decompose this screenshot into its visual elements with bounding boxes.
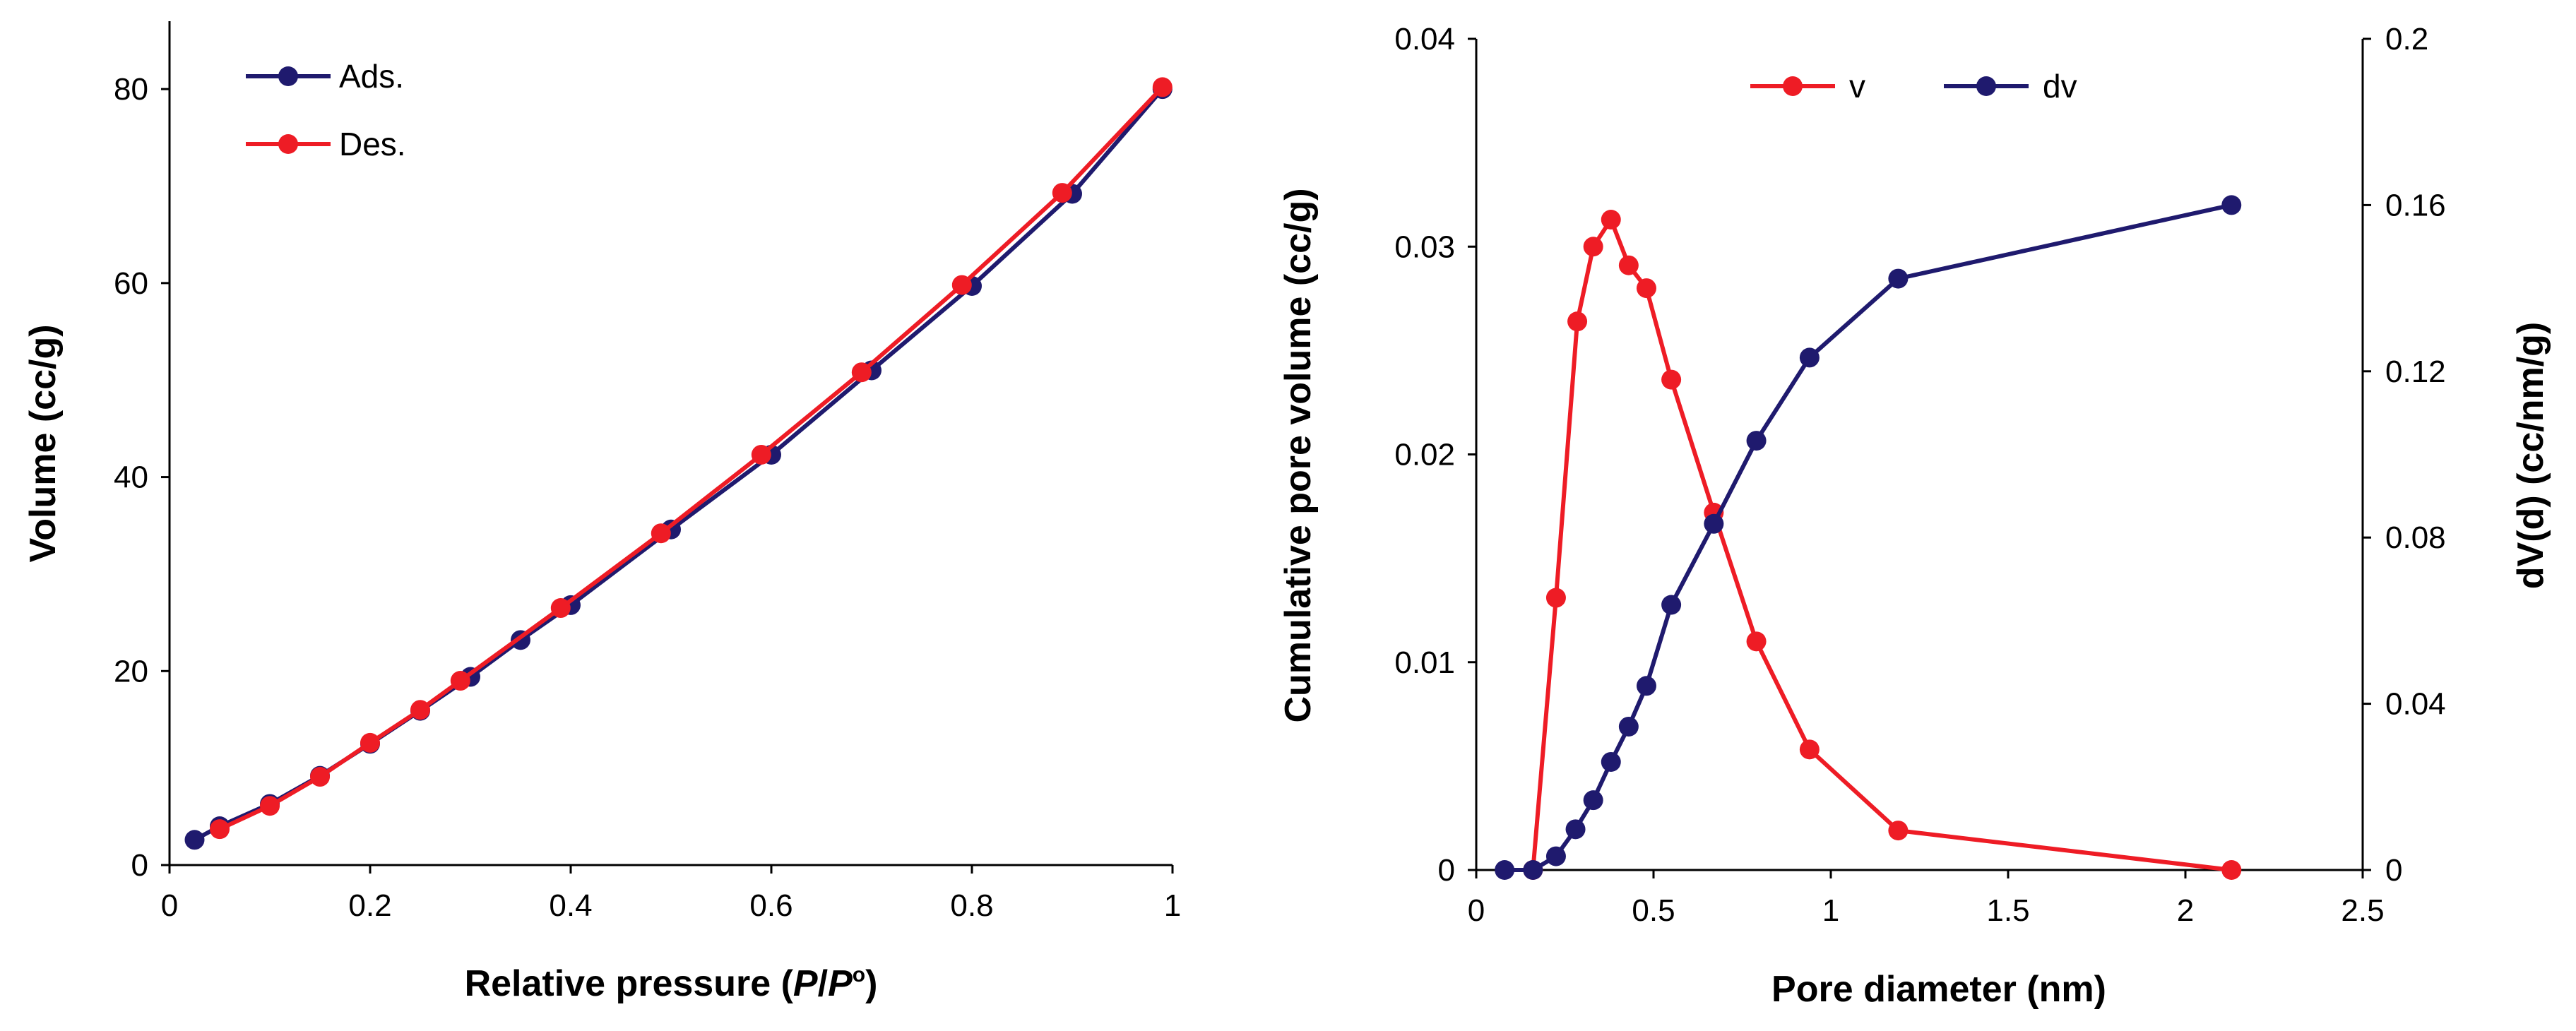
series-point-des <box>1052 183 1072 203</box>
pore-left-y-tick-label: 0.02 <box>1394 438 1455 472</box>
isotherm-legend: Ads. Des. <box>246 58 406 162</box>
isotherm-axes <box>168 21 1173 866</box>
pore-right-y-tick-label: 0.16 <box>2385 188 2446 222</box>
isotherm-y-tick-label: 20 <box>114 654 148 689</box>
series-point-dv <box>1704 513 1724 534</box>
series-point-des <box>651 523 671 544</box>
series-point-des <box>360 732 380 753</box>
pore-left-y-tick-label: 0.01 <box>1394 645 1455 680</box>
isotherm-y-tick-label: 60 <box>114 266 148 301</box>
isotherm-series <box>184 77 1173 850</box>
pore-x-tick-label: 1.5 <box>1986 893 2029 928</box>
pore-legend: v dv <box>1750 68 2077 105</box>
pore-right-y-tick-label: 0.12 <box>2385 354 2446 389</box>
pore-left-y-axis-title: Cumulative pore volume (cc/g) <box>1278 188 1319 722</box>
series-point-dv <box>1565 819 1586 840</box>
pore-right-y-tick-label: 0.08 <box>2385 520 2446 555</box>
pore-series <box>1495 195 2242 880</box>
isotherm-y-tick-label: 40 <box>114 460 148 495</box>
series-point-des <box>951 275 972 295</box>
pore-left-y-tick-label: 0 <box>1438 853 1455 888</box>
isotherm-x-tick-label: 0.6 <box>749 888 793 923</box>
pore-x-tick-label: 2 <box>2177 893 2194 928</box>
pore-x-tick-label: 0 <box>1468 893 1485 928</box>
isotherm-ticks: 0 0.2 0.4 0.6 0.8 1 0 20 40 60 80 <box>114 72 1181 923</box>
series-point-des <box>310 767 330 787</box>
legend-marker-v <box>1783 76 1803 96</box>
series-point-des <box>210 819 230 840</box>
pore-axes <box>1475 39 2364 871</box>
pore-x-tick-label: 2.5 <box>2341 893 2384 928</box>
legend-marker-des <box>278 134 298 154</box>
isotherm-x-tick-label: 0.8 <box>950 888 993 923</box>
pore-right-y-tick-label: 0.2 <box>2385 22 2428 56</box>
pore-left-y-tick-label: 0.03 <box>1394 230 1455 264</box>
series-point-des <box>260 796 280 816</box>
isotherm-x-tick-label: 0.4 <box>549 888 592 923</box>
series-point-dv <box>2221 195 2242 215</box>
series-point-des <box>751 444 771 465</box>
legend-label-ads: Ads. <box>339 58 404 95</box>
series-point-v <box>1567 311 1588 332</box>
series-point-v <box>1601 209 1621 230</box>
series-point-dv <box>1523 860 1543 880</box>
series-point-des <box>410 700 430 720</box>
legend-marker-ads <box>278 66 298 86</box>
series-point-des <box>550 598 571 619</box>
series-line-des <box>218 85 1164 831</box>
series-point-v <box>1799 739 1820 760</box>
series-point-v <box>1618 255 1639 275</box>
series-point-v <box>1888 821 1909 841</box>
series-point-des <box>1152 77 1173 97</box>
legend-label-dv: dv <box>2043 68 2077 105</box>
isotherm-y-tick-label: 0 <box>131 848 148 883</box>
series-point-des <box>851 362 872 383</box>
series-line-v <box>1531 215 2232 872</box>
series-point-dv <box>1799 347 1820 368</box>
series-point-v <box>1583 237 1603 257</box>
pore-chart: 0 0.5 1 1.5 2 2.500.010.020.030.0400.040.080.… <box>1278 22 2551 1010</box>
pore-x-tick-label: 0.5 <box>1632 893 1675 928</box>
series-point-v <box>1661 369 1682 390</box>
isotherm-x-tick-label: 0 <box>161 888 178 923</box>
series-point-dv <box>1636 676 1656 696</box>
series-point-dv <box>1545 846 1566 866</box>
series-point-dv <box>1746 431 1767 451</box>
series-point-v <box>1746 631 1767 652</box>
isotherm-x-tick-label: 0.2 <box>348 888 391 923</box>
legend-label-v: v <box>1849 68 1865 105</box>
series-point-dv <box>1601 751 1621 772</box>
legend-label-des: Des. <box>339 126 406 162</box>
pore-right-y-tick-label: 0.04 <box>2385 687 2446 722</box>
pore-x-axis-title: Pore diameter (nm) <box>1771 969 2106 1010</box>
isotherm-y-tick-label: 80 <box>114 72 148 107</box>
series-point-dv <box>1888 268 1909 289</box>
series-point-ads <box>184 830 205 850</box>
series-point-dv <box>1661 595 1682 615</box>
series-point-v <box>1545 588 1566 608</box>
isotherm-x-tick-label: 1 <box>1164 888 1181 923</box>
pore-left-y-tick-label: 0.04 <box>1394 22 1455 56</box>
series-point-dv <box>1618 716 1639 737</box>
series-line-ads <box>194 88 1165 842</box>
pore-x-tick-label: 1 <box>1822 893 1839 928</box>
isotherm-y-axis-title: Volume (cc/g) <box>23 324 64 562</box>
pore-right-y-tick-label: 0 <box>2385 853 2402 888</box>
isotherm-chart: 0 0.2 0.4 0.6 0.8 1 0 20 40 60 80 Ads. Des. Volume … <box>23 21 1181 1004</box>
series-point-dv <box>1495 860 1515 880</box>
series-point-v <box>1636 278 1656 299</box>
pore-right-y-axis-title: dV(d) (cc/nm/g) <box>2510 322 2551 589</box>
series-point-dv <box>1583 790 1603 811</box>
series-point-v <box>2221 860 2242 880</box>
pore-ticks: 0 0.5 1 1.5 2 2.500.010.020.030.0400.040.080.… <box>1394 22 2445 928</box>
legend-marker-dv <box>1976 76 1996 96</box>
isotherm-x-axis-title: Relative pressure (P/Po) <box>465 963 878 1004</box>
series-point-des <box>450 671 470 691</box>
